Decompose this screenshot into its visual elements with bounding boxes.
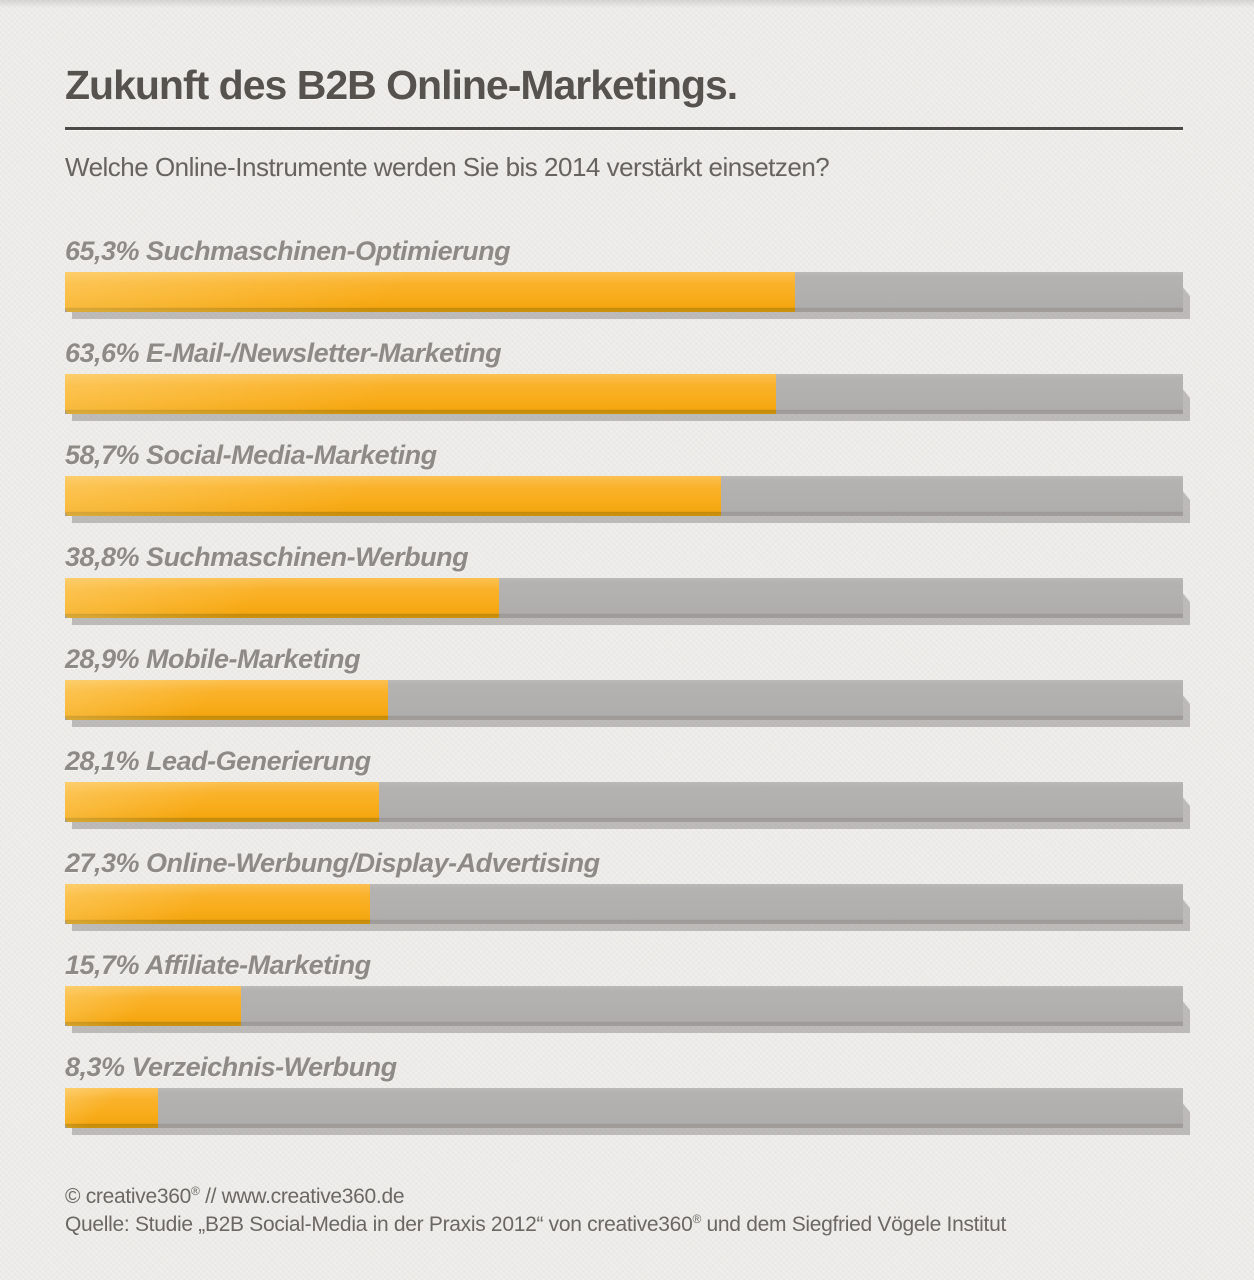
- bar-fill: [65, 782, 380, 822]
- bar-row: 65,3% Suchmaschinen-Optimierung: [65, 237, 1183, 312]
- infographic: Zukunft des B2B Online-Marketings. Welch…: [65, 62, 1254, 1237]
- bar-row: 28,9% Mobile-Marketing: [65, 645, 1183, 720]
- bar-fill: [65, 374, 777, 414]
- page-title: Zukunft des B2B Online-Marketings.: [65, 62, 738, 108]
- website-text: // www.creative360.de: [199, 1185, 405, 1208]
- bar-label: 28,9% Mobile-Marketing: [65, 644, 361, 674]
- bar-row: 58,7% Social-Media-Marketing: [65, 441, 1183, 516]
- bar-label: 58,7% Social-Media-Marketing: [65, 440, 437, 470]
- bar-row: 38,8% Suchmaschinen-Werbung: [65, 543, 1183, 618]
- bar-fill: [65, 578, 499, 618]
- bar-background: [65, 884, 1183, 924]
- registered-mark-2: ®: [692, 1212, 701, 1226]
- bar-background: [65, 782, 1183, 822]
- bar-background: [65, 272, 1183, 312]
- bar-track: [65, 578, 1183, 618]
- bar-background: [65, 476, 1183, 516]
- bar-label: 15,7% Affiliate-Marketing: [65, 950, 371, 980]
- bar-row: 63,6% E-Mail-/Newsletter-Marketing: [65, 339, 1183, 414]
- title-divider: [65, 127, 1183, 130]
- bar-track: [65, 884, 1183, 924]
- bar-fill: [65, 272, 796, 312]
- bar-fill: [65, 884, 371, 924]
- bar-background: [65, 680, 1183, 720]
- bar-label: 63,6% E-Mail-/Newsletter-Marketing: [65, 338, 502, 368]
- bar-row: 8,3% Verzeichnis-Werbung: [65, 1053, 1183, 1128]
- bar-track: [65, 986, 1183, 1026]
- bar-fill: [65, 986, 241, 1026]
- bar-background: [65, 578, 1183, 618]
- source-text-end: und dem Siegfried Vögele Institut: [701, 1213, 1007, 1236]
- registered-mark: ®: [190, 1184, 200, 1198]
- bar-fill: [65, 680, 389, 720]
- bar-background: [65, 986, 1183, 1026]
- bar-chart: 65,3% Suchmaschinen-Optimierung 63,6% E-…: [65, 237, 1183, 1128]
- copyright-line: © creative360® // www.creative360.de: [65, 1185, 1183, 1209]
- bar-track: [65, 272, 1183, 312]
- bar-track: [65, 374, 1183, 414]
- bar-row: 27,3% Online-Werbung/Display-Advertising: [65, 849, 1183, 924]
- bar-track: [65, 782, 1183, 822]
- bar-row: 15,7% Affiliate-Marketing: [65, 951, 1183, 1026]
- bar-label: 65,3% Suchmaschinen-Optimierung: [65, 236, 511, 266]
- bar-background: [65, 1088, 1183, 1128]
- chart-question: Welche Online-Instrumente werden Sie bis…: [65, 152, 830, 182]
- bar-row: 28,1% Lead-Generierung: [65, 747, 1183, 822]
- footer: © creative360® // www.creative360.de Que…: [65, 1185, 1183, 1237]
- bar-fill: [65, 476, 722, 516]
- bar-track: [65, 1088, 1183, 1128]
- bar-track: [65, 680, 1183, 720]
- bar-background: [65, 374, 1183, 414]
- bar-label: 27,3% Online-Werbung/Display-Advertising: [65, 848, 600, 878]
- bar-track: [65, 476, 1183, 516]
- source-line: Quelle: Studie „B2B Social-Media in der …: [65, 1213, 1183, 1237]
- bar-fill: [65, 1088, 158, 1128]
- copyright-text: © creative360: [65, 1185, 191, 1208]
- bar-label: 28,1% Lead-Generierung: [65, 746, 371, 776]
- bar-label: 8,3% Verzeichnis-Werbung: [65, 1052, 397, 1082]
- bar-label: 38,8% Suchmaschinen-Werbung: [65, 542, 469, 572]
- source-text: Quelle: Studie „B2B Social-Media in der …: [65, 1213, 693, 1236]
